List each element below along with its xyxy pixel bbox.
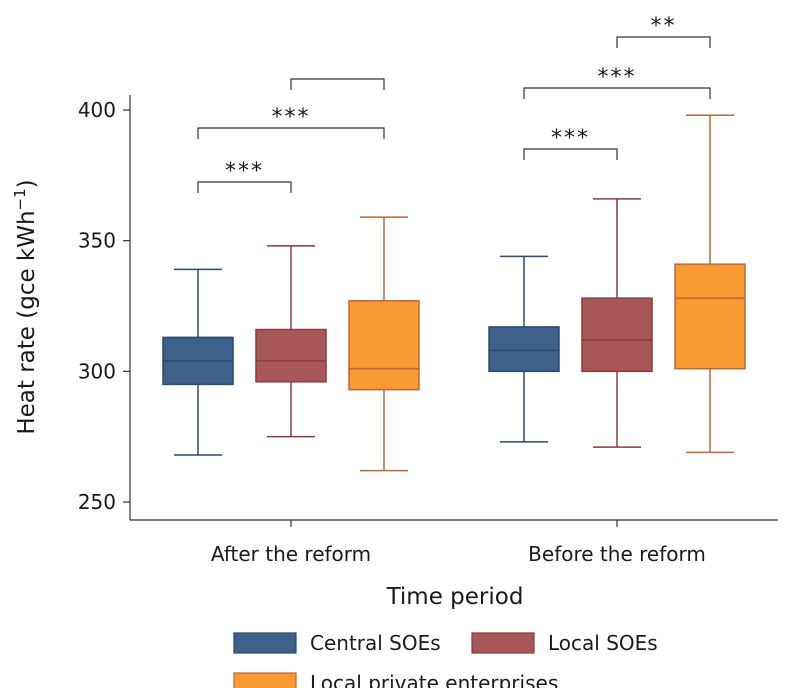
y-axis-title-close: ) (14, 179, 40, 188)
y-tick-label-250: 250 (78, 490, 116, 514)
box-body (348, 300, 420, 391)
bracket-line (523, 87, 711, 99)
legend-label: Local private enterprises (310, 671, 558, 688)
bracket-line (523, 148, 618, 160)
y-axis-title: Heat rate (gce kWh−1) (11, 179, 40, 434)
legend-item-2: Local private enterprises (233, 671, 558, 688)
significance-label: *** (551, 126, 590, 151)
box-body (488, 326, 560, 373)
bracket-line (197, 181, 292, 193)
significance-bracket-3: *** (523, 126, 618, 160)
boxes (162, 114, 746, 472)
legend-item-0: Central SOEs (233, 631, 441, 655)
box-body (674, 263, 746, 370)
legend-swatch (233, 632, 297, 654)
bracket-line (616, 36, 711, 48)
bracket-line (197, 127, 385, 139)
box-body (255, 328, 327, 383)
significance-bracket-4: *** (523, 65, 711, 99)
box-1-0 (255, 245, 327, 438)
significance-brackets: ************** (197, 14, 711, 193)
y-axis-title-superscript: −1 (11, 188, 29, 210)
box-body (581, 297, 653, 373)
significance-bracket-0: *** (197, 159, 292, 193)
box-0-1 (488, 255, 560, 443)
significance-bracket-2 (290, 78, 385, 90)
legend-label: Central SOEs (310, 631, 441, 655)
y-tick-label-300: 300 (78, 359, 116, 383)
box-2-0 (348, 216, 420, 472)
y-axis: 250 300 350 400 (78, 95, 131, 520)
box-2-1 (674, 114, 746, 454)
significance-bracket-1: *** (197, 105, 385, 139)
significance-label: *** (598, 65, 637, 90)
significance-label: ** (651, 14, 677, 39)
x-tick-label-1: Before the reform (528, 542, 706, 566)
x-axis: After the reform Before the reform (130, 519, 778, 566)
y-tick-label-350: 350 (78, 229, 116, 253)
legend: Central SOEs Local SOEs Local private ente… (233, 631, 658, 688)
x-tick-label-0: After the reform (211, 542, 371, 566)
legend-label: Local SOEs (548, 631, 658, 655)
significance-bracket-5: ** (616, 14, 711, 48)
legend-swatch (233, 672, 297, 688)
x-axis-title: Time period (386, 584, 524, 610)
legend-item-1: Local SOEs (471, 631, 658, 655)
bracket-line (290, 78, 385, 90)
significance-label: *** (272, 105, 311, 130)
box-1-1 (581, 198, 653, 448)
y-tick-label-400: 400 (78, 98, 116, 122)
significance-label: *** (225, 159, 264, 184)
box-0-0 (162, 268, 234, 456)
y-axis-title-main: Heat rate (gce kWh (14, 210, 40, 434)
legend-swatch (471, 632, 535, 654)
